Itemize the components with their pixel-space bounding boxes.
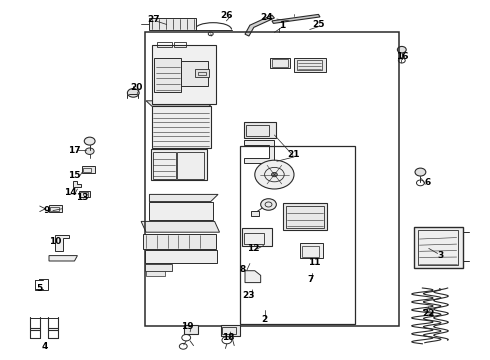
Text: 5: 5 xyxy=(36,284,42,293)
Ellipse shape xyxy=(85,148,94,154)
Text: 23: 23 xyxy=(243,292,255,300)
Text: 16: 16 xyxy=(395,52,408,60)
Polygon shape xyxy=(272,14,320,23)
Ellipse shape xyxy=(84,137,95,145)
Bar xyxy=(154,58,181,92)
Polygon shape xyxy=(245,271,261,283)
Text: 7: 7 xyxy=(307,275,314,284)
Bar xyxy=(270,58,290,68)
Bar xyxy=(80,192,88,197)
Bar xyxy=(149,18,196,30)
Polygon shape xyxy=(245,15,274,36)
Bar xyxy=(146,271,165,276)
Bar xyxy=(181,61,208,86)
Ellipse shape xyxy=(261,199,276,210)
Text: 13: 13 xyxy=(75,194,88,202)
Bar xyxy=(244,122,276,138)
Bar xyxy=(50,207,59,211)
Text: 21: 21 xyxy=(288,150,300,159)
Bar xyxy=(240,146,355,324)
Polygon shape xyxy=(244,140,274,163)
Bar xyxy=(145,250,217,263)
Bar xyxy=(242,228,272,246)
Bar xyxy=(35,279,48,290)
Ellipse shape xyxy=(255,160,294,189)
Polygon shape xyxy=(55,235,69,251)
Bar xyxy=(244,233,264,244)
Bar xyxy=(177,152,204,179)
Bar xyxy=(145,32,399,326)
Bar xyxy=(184,325,198,334)
Bar xyxy=(418,230,458,265)
Text: 26: 26 xyxy=(220,10,233,19)
Text: 24: 24 xyxy=(261,13,273,22)
Text: 12: 12 xyxy=(246,244,259,253)
Text: 2: 2 xyxy=(262,315,268,324)
Bar xyxy=(151,149,207,180)
Polygon shape xyxy=(141,221,220,232)
Text: 3: 3 xyxy=(437,251,443,260)
Polygon shape xyxy=(73,181,81,187)
Bar xyxy=(283,203,327,230)
Bar xyxy=(145,264,171,271)
Bar xyxy=(82,166,95,173)
Bar xyxy=(143,234,216,249)
Text: 18: 18 xyxy=(222,333,235,342)
Text: 10: 10 xyxy=(49,238,61,246)
Bar xyxy=(153,152,176,179)
Text: 11: 11 xyxy=(308,258,321,266)
Bar xyxy=(174,42,186,47)
Text: 4: 4 xyxy=(42,342,49,351)
Text: 9: 9 xyxy=(44,206,50,215)
Text: 22: 22 xyxy=(422,309,435,318)
Polygon shape xyxy=(146,101,211,106)
Bar xyxy=(286,206,324,228)
Text: 6: 6 xyxy=(424,178,430,187)
Bar xyxy=(272,59,288,67)
Text: 17: 17 xyxy=(68,146,81,155)
Text: 27: 27 xyxy=(147,15,160,24)
Bar xyxy=(198,72,206,75)
Ellipse shape xyxy=(271,172,277,177)
Bar xyxy=(152,106,211,148)
Bar xyxy=(83,168,91,172)
Text: 1: 1 xyxy=(279,21,285,30)
Bar xyxy=(157,42,172,47)
Text: 8: 8 xyxy=(240,266,246,274)
Bar xyxy=(297,60,322,70)
Bar xyxy=(79,191,90,197)
Bar xyxy=(251,211,259,216)
Text: 15: 15 xyxy=(68,171,81,180)
Bar xyxy=(35,279,39,290)
Bar xyxy=(294,58,326,72)
Polygon shape xyxy=(49,256,77,261)
Ellipse shape xyxy=(127,89,139,97)
Text: 14: 14 xyxy=(64,188,76,197)
Bar xyxy=(152,45,216,104)
Text: 25: 25 xyxy=(312,20,325,29)
Bar xyxy=(222,327,236,334)
Bar xyxy=(300,243,323,258)
Polygon shape xyxy=(149,194,218,202)
Bar xyxy=(302,246,319,257)
Text: 20: 20 xyxy=(130,83,143,91)
Bar xyxy=(414,227,463,268)
Ellipse shape xyxy=(415,168,426,176)
Bar xyxy=(220,325,240,336)
Bar xyxy=(246,125,269,136)
Bar xyxy=(49,205,62,212)
Bar xyxy=(195,69,209,77)
Bar xyxy=(149,202,213,220)
Text: 19: 19 xyxy=(181,323,194,331)
Ellipse shape xyxy=(397,46,406,53)
